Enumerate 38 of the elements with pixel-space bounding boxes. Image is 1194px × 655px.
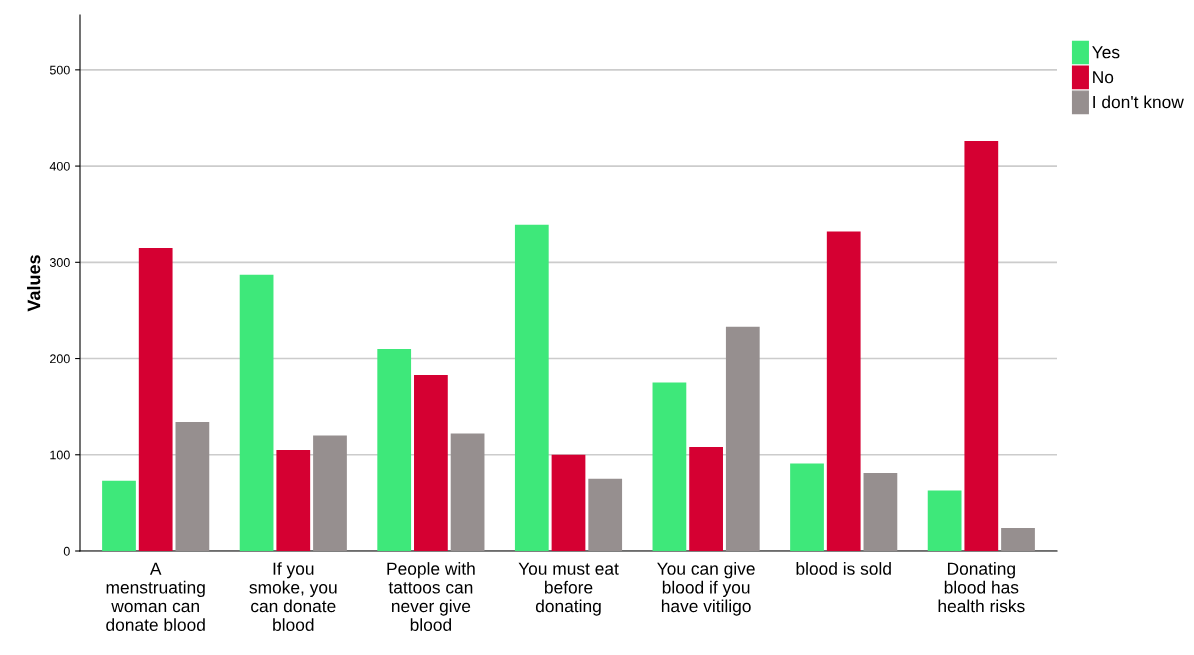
bar: [689, 447, 723, 551]
bar: [313, 435, 347, 551]
x-tick-label: blood is sold: [796, 562, 891, 575]
bar: [652, 382, 687, 551]
bar: [1001, 527, 1035, 551]
x-tick-label: If you smoke, you can donate blood: [249, 562, 337, 631]
bar: [863, 473, 898, 551]
y-tick-label: 500: [49, 65, 70, 75]
x-tick-label: People with tattoos can never give blood: [387, 562, 475, 631]
y-tick-label: 400: [49, 161, 70, 171]
x-tick-label: Donating blood has health risks: [938, 562, 1025, 613]
x-tick-label: A menstruating woman can donate blood: [106, 562, 205, 631]
y-axis-title: Values: [27, 255, 41, 312]
bar: [725, 326, 760, 551]
y-tick-label: 300: [49, 258, 70, 267]
bar: [964, 141, 999, 551]
y-tick-label: 100: [50, 450, 70, 460]
legend-label: No: [1093, 71, 1114, 84]
bar: [175, 422, 210, 551]
bar: [927, 490, 962, 551]
bar: [138, 247, 173, 551]
y-tick-label: 200: [50, 354, 70, 364]
bar: [414, 374, 448, 551]
bar: [239, 274, 274, 551]
bar: [514, 224, 549, 551]
bar: [450, 433, 485, 551]
bar: [790, 463, 824, 551]
x-tick-label: You can give blood if you have vitiligo: [657, 562, 755, 616]
bar: [551, 454, 586, 551]
bar: [102, 480, 136, 551]
bar: [826, 231, 861, 551]
y-tick-label: 0: [63, 546, 70, 556]
bar: [377, 348, 412, 551]
bar: [588, 478, 623, 551]
legend-label: I don't know: [1093, 95, 1184, 109]
x-tick-label: You must eat before donating: [518, 562, 619, 616]
legend-label: Yes: [1092, 46, 1120, 59]
bar: [276, 449, 311, 551]
